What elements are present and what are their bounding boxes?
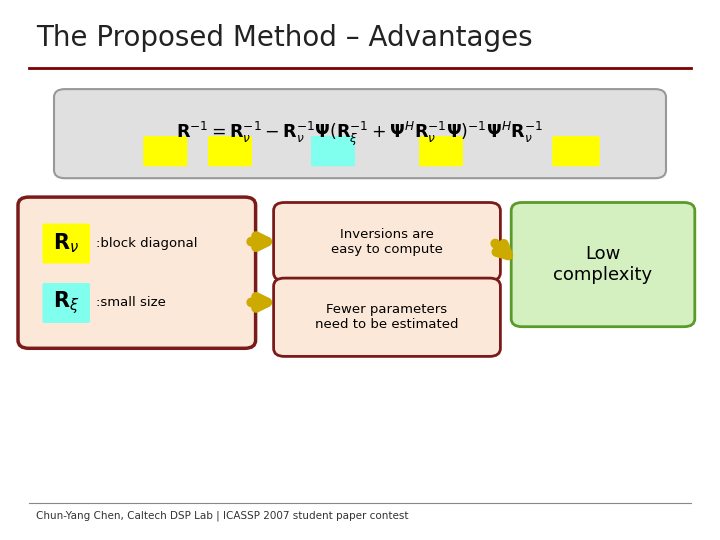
Text: :block diagonal: :block diagonal [96,237,198,250]
FancyBboxPatch shape [54,89,666,178]
FancyBboxPatch shape [511,202,695,327]
FancyBboxPatch shape [42,224,90,264]
FancyBboxPatch shape [274,202,500,281]
Text: $\mathbf{R}_\xi$: $\mathbf{R}_\xi$ [53,289,79,316]
Text: The Proposed Method – Advantages: The Proposed Method – Advantages [36,24,533,52]
Text: Chun-Yang Chen, Caltech DSP Lab | ICASSP 2007 student paper contest: Chun-Yang Chen, Caltech DSP Lab | ICASSP… [36,510,408,521]
Text: :small size: :small size [96,296,166,309]
Text: Fewer parameters
need to be estimated: Fewer parameters need to be estimated [315,303,459,331]
Text: Low
complexity: Low complexity [554,245,652,284]
FancyBboxPatch shape [274,278,500,356]
FancyBboxPatch shape [143,136,187,166]
Text: $\mathbf{R}_\nu$: $\mathbf{R}_\nu$ [53,232,79,255]
Text: $\mathbf{R}^{-1} = \mathbf{R}_\nu^{-1} - \mathbf{R}_\nu^{-1}\mathbf{\Psi}(\mathb: $\mathbf{R}^{-1} = \mathbf{R}_\nu^{-1} -… [176,119,544,148]
FancyBboxPatch shape [208,136,252,166]
Text: Inversions are
easy to compute: Inversions are easy to compute [331,228,443,255]
FancyBboxPatch shape [18,197,256,348]
FancyBboxPatch shape [552,136,600,166]
FancyBboxPatch shape [419,136,463,166]
FancyBboxPatch shape [42,283,90,323]
FancyBboxPatch shape [311,136,355,166]
